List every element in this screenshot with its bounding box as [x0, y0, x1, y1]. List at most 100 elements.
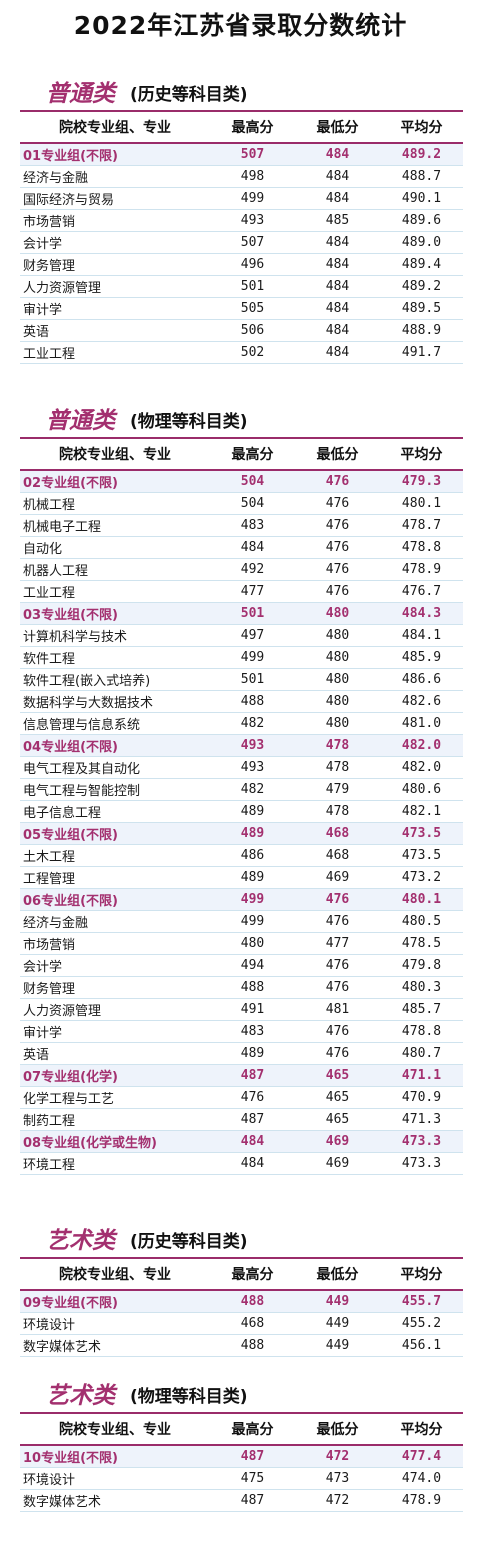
major-name: 工业工程	[20, 341, 210, 364]
avg-score: 473.3	[380, 1152, 463, 1175]
max-score: 476	[210, 1086, 295, 1109]
group-row: 01专业组(不限) 507 484 489.2	[20, 143, 463, 166]
avg-score: 482.0	[380, 756, 463, 779]
avg-score: 484.3	[380, 602, 463, 625]
avg-score: 478.9	[380, 558, 463, 581]
min-score: 476	[295, 536, 380, 559]
max-score: 507	[210, 231, 295, 254]
header-max-score: 最高分	[210, 1414, 295, 1446]
score-section: 普通类 (历史等科目类) 院校专业组、专业 最高分 最低分 平均分 01专业组(不限) 507…	[20, 78, 463, 364]
avg-score: 471.1	[380, 1064, 463, 1087]
section-header: 艺术类 (历史等科目类)	[20, 1225, 463, 1259]
max-score: 489	[210, 866, 295, 889]
section-header: 普通类 (物理等科目类)	[20, 405, 463, 439]
table-header-row: 院校专业组、专业 最高分 最低分 平均分	[20, 1414, 463, 1446]
min-score: 476	[295, 1020, 380, 1043]
max-score: 488	[210, 690, 295, 713]
header-min-score: 最低分	[295, 112, 380, 144]
group-row: 08专业组(化学或生物) 484 469 473.3	[20, 1130, 463, 1153]
major-name: 09专业组(不限)	[20, 1290, 210, 1313]
avg-score: 488.9	[380, 319, 463, 342]
avg-score: 478.9	[380, 1489, 463, 1512]
min-score: 469	[295, 1130, 380, 1153]
min-score: 449	[295, 1334, 380, 1357]
avg-score: 480.7	[380, 1042, 463, 1065]
major-row: 财务管理 488 476 480.3	[20, 976, 463, 999]
major-name: 市场营销	[20, 209, 210, 232]
group-row: 04专业组(不限) 493 478 482.0	[20, 734, 463, 757]
max-score: 484	[210, 1130, 295, 1153]
major-row: 机械工程 504 476 480.1	[20, 492, 463, 515]
avg-score: 476.7	[380, 580, 463, 603]
major-name: 自动化	[20, 536, 210, 559]
major-row: 环境设计 468 449 455.2	[20, 1312, 463, 1335]
min-score: 476	[295, 492, 380, 515]
min-score: 478	[295, 756, 380, 779]
major-row: 数据科学与大数据技术 488 480 482.6	[20, 690, 463, 713]
min-score: 469	[295, 866, 380, 889]
min-score: 465	[295, 1086, 380, 1109]
max-score: 489	[210, 822, 295, 845]
avg-score: 455.7	[380, 1290, 463, 1313]
avg-score: 473.3	[380, 1130, 463, 1153]
avg-score: 478.8	[380, 536, 463, 559]
avg-score: 473.5	[380, 822, 463, 845]
table-header-row: 院校专业组、专业 最高分 最低分 平均分	[20, 439, 463, 471]
avg-score: 482.0	[380, 734, 463, 757]
min-score: 484	[295, 253, 380, 276]
min-score: 484	[295, 143, 380, 166]
major-name: 电子信息工程	[20, 800, 210, 823]
table-header-row: 院校专业组、专业 最高分 最低分 平均分	[20, 1259, 463, 1291]
max-score: 498	[210, 165, 295, 188]
header-major: 院校专业组、专业	[20, 1259, 210, 1291]
header-max-score: 最高分	[210, 1259, 295, 1291]
min-score: 484	[295, 297, 380, 320]
major-row: 信息管理与信息系统 482 480 481.0	[20, 712, 463, 735]
major-name: 机器人工程	[20, 558, 210, 581]
max-score: 468	[210, 1312, 295, 1335]
min-score: 485	[295, 209, 380, 232]
min-score: 476	[295, 558, 380, 581]
min-score: 465	[295, 1064, 380, 1087]
min-score: 478	[295, 800, 380, 823]
score-table: 院校专业组、专业 最高分 最低分 平均分 01专业组(不限) 507 484 489.2 经济与…	[20, 112, 463, 364]
major-row: 英语 506 484 488.9	[20, 319, 463, 342]
major-name: 10专业组(不限)	[20, 1445, 210, 1468]
max-score: 489	[210, 1042, 295, 1065]
min-score: 481	[295, 998, 380, 1021]
avg-score: 470.9	[380, 1086, 463, 1109]
major-name: 数字媒体艺术	[20, 1489, 210, 1512]
major-row: 财务管理 496 484 489.4	[20, 253, 463, 276]
max-score: 493	[210, 756, 295, 779]
min-score: 480	[295, 690, 380, 713]
group-row: 05专业组(不限) 489 468 473.5	[20, 822, 463, 845]
max-score: 506	[210, 319, 295, 342]
avg-score: 480.3	[380, 976, 463, 999]
avg-score: 479.3	[380, 470, 463, 493]
major-name: 计算机科学与技术	[20, 624, 210, 647]
min-score: 480	[295, 712, 380, 735]
section-subject: (历史等科目类)	[130, 1232, 248, 1252]
min-score: 480	[295, 646, 380, 669]
major-name: 制药工程	[20, 1108, 210, 1131]
max-score: 488	[210, 1290, 295, 1313]
major-name: 06专业组(不限)	[20, 888, 210, 911]
major-row: 英语 489 476 480.7	[20, 1042, 463, 1065]
score-table: 院校专业组、专业 最高分 最低分 平均分 09专业组(不限) 488 449 455.7 环境设…	[20, 1259, 463, 1357]
header-max-score: 最高分	[210, 439, 295, 471]
major-name: 电气工程及其自动化	[20, 756, 210, 779]
major-name: 08专业组(化学或生物)	[20, 1130, 210, 1153]
group-row: 06专业组(不限) 499 476 480.1	[20, 888, 463, 911]
min-score: 480	[295, 602, 380, 625]
avg-score: 480.1	[380, 888, 463, 911]
major-row: 软件工程 499 480 485.9	[20, 646, 463, 669]
avg-score: 456.1	[380, 1334, 463, 1357]
major-name: 工业工程	[20, 580, 210, 603]
max-score: 505	[210, 297, 295, 320]
score-table: 院校专业组、专业 最高分 最低分 平均分 10专业组(不限) 487 472 477.4 环境设…	[20, 1414, 463, 1512]
score-table: 院校专业组、专业 最高分 最低分 平均分 02专业组(不限) 504 476 479.3 机械工…	[20, 439, 463, 1175]
header-major: 院校专业组、专业	[20, 1414, 210, 1446]
avg-score: 478.5	[380, 932, 463, 955]
min-score: 473	[295, 1467, 380, 1490]
major-name: 市场营销	[20, 932, 210, 955]
